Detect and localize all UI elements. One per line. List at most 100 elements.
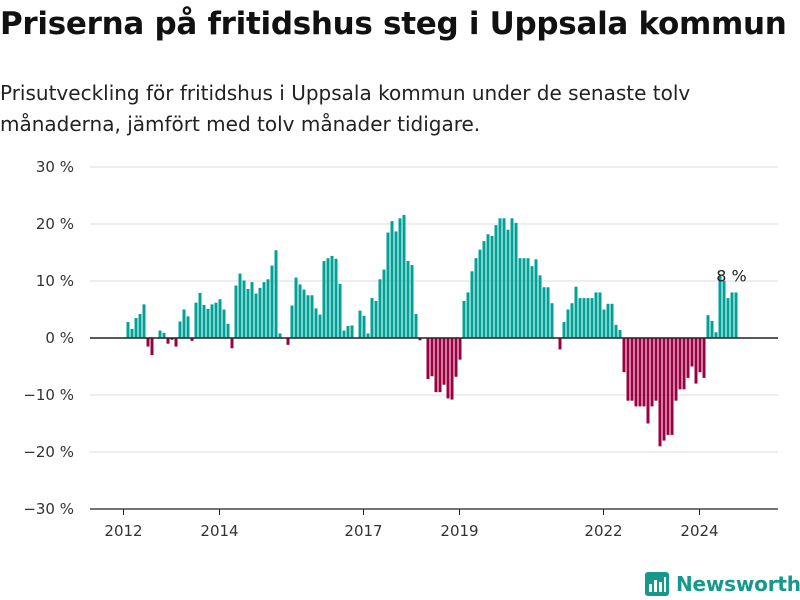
bar — [198, 292, 202, 338]
bar — [246, 288, 250, 338]
bar — [158, 330, 162, 338]
bar — [538, 275, 542, 338]
bar — [698, 338, 702, 373]
bar — [570, 303, 574, 338]
bar — [542, 287, 546, 338]
x-tick-label: 2019 — [440, 522, 478, 540]
bar — [550, 303, 554, 338]
bar — [514, 222, 518, 338]
y-tick-label: 10 % — [36, 272, 74, 290]
bar — [330, 255, 334, 338]
bar — [290, 305, 294, 338]
bar — [318, 314, 322, 338]
bar — [454, 338, 458, 377]
bar — [342, 330, 346, 338]
y-tick-label: −20 % — [23, 443, 74, 461]
bar — [146, 338, 150, 347]
x-tick-label: 2022 — [584, 522, 622, 540]
bar — [674, 338, 678, 401]
bar — [166, 338, 170, 344]
bar — [474, 258, 478, 338]
bar — [510, 218, 514, 338]
bar — [266, 279, 270, 338]
bar — [634, 338, 638, 407]
bar — [170, 338, 174, 340]
bar — [386, 232, 390, 338]
bar — [694, 338, 698, 384]
bar — [582, 298, 586, 338]
bar — [206, 308, 210, 338]
bar — [134, 318, 138, 338]
bar — [126, 322, 130, 338]
bar — [210, 304, 214, 338]
bar — [278, 333, 282, 338]
bar — [394, 231, 398, 338]
bar — [390, 221, 394, 338]
bar — [650, 338, 654, 407]
bar — [238, 273, 242, 338]
bar — [366, 333, 370, 338]
bar — [334, 258, 338, 338]
bar — [410, 265, 414, 338]
bar — [174, 338, 178, 347]
bar — [362, 315, 366, 338]
bar — [302, 289, 306, 338]
bar — [182, 309, 186, 338]
bar — [162, 332, 166, 338]
bar — [358, 310, 362, 338]
bar — [178, 321, 182, 338]
bar — [602, 309, 606, 338]
bar — [298, 284, 302, 338]
bar — [382, 269, 386, 338]
bar — [482, 241, 486, 338]
y-tick-label: −30 % — [23, 500, 74, 518]
bar — [722, 281, 726, 338]
bar — [374, 300, 378, 338]
bar — [402, 214, 406, 338]
bar — [226, 323, 230, 338]
bar — [586, 298, 590, 338]
bar — [646, 338, 650, 424]
bar — [702, 338, 706, 378]
bar — [490, 235, 494, 338]
x-tick-label: 2012 — [104, 522, 142, 540]
bar — [270, 265, 274, 338]
bar — [462, 300, 466, 338]
bar — [622, 338, 626, 373]
bar — [254, 293, 258, 338]
bar — [150, 338, 154, 356]
x-tick-label: 2017 — [344, 522, 382, 540]
bar — [306, 295, 310, 338]
bar — [506, 229, 510, 338]
bar — [606, 303, 610, 338]
bar — [202, 304, 206, 338]
bar — [618, 330, 622, 338]
bar — [442, 338, 446, 385]
bar — [234, 285, 238, 338]
bar — [350, 325, 354, 338]
bar — [322, 261, 326, 338]
bar — [434, 338, 438, 393]
bar — [430, 338, 434, 377]
bar — [502, 218, 506, 338]
bar — [338, 283, 342, 338]
y-tick-label: 20 % — [36, 215, 74, 233]
bar — [678, 338, 682, 390]
bar — [534, 259, 538, 338]
bar — [378, 279, 382, 338]
x-tick-label: 2024 — [680, 522, 718, 540]
bar — [262, 282, 266, 338]
brand-name: Newsworthy — [676, 572, 800, 596]
bar — [558, 338, 562, 350]
bar — [734, 292, 738, 338]
bar — [242, 280, 246, 338]
bar — [630, 338, 634, 401]
bar — [218, 299, 222, 338]
bar — [222, 309, 226, 338]
bar — [274, 250, 278, 338]
bar — [682, 338, 686, 390]
bar — [478, 249, 482, 338]
x-tick-label: 2014 — [200, 522, 238, 540]
bar — [614, 324, 618, 338]
bar — [710, 320, 714, 338]
